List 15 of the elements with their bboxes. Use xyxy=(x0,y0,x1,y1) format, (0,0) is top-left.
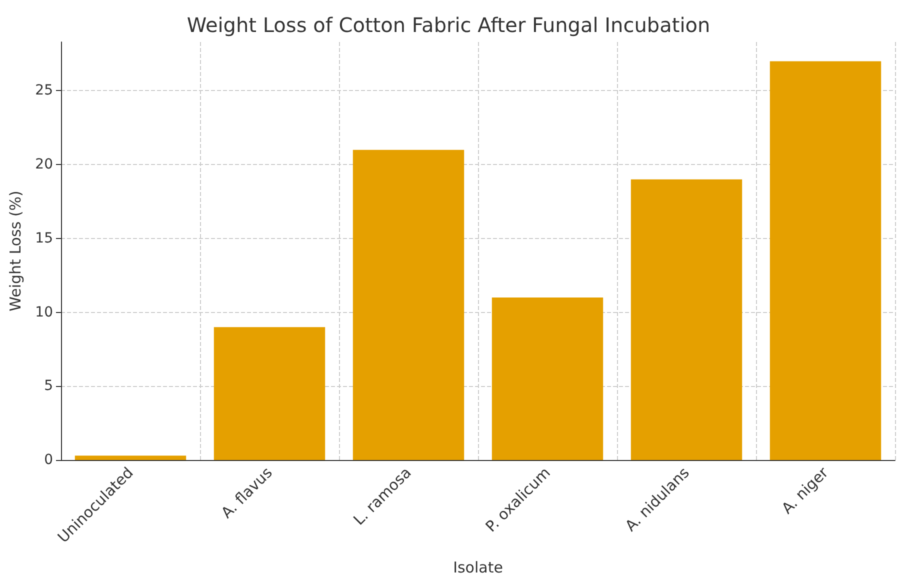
bar xyxy=(352,150,464,460)
y-tick-label: 0 xyxy=(44,452,53,468)
x-axis-title: Isolate xyxy=(453,558,503,576)
y-tick-label: 15 xyxy=(35,230,53,246)
y-tick-label: 20 xyxy=(35,156,53,173)
y-axis-title: Weight Loss (%) xyxy=(6,190,24,312)
y-tick-label: 10 xyxy=(35,304,53,320)
bar xyxy=(214,327,326,460)
bar xyxy=(492,298,604,460)
bar xyxy=(770,61,882,460)
y-tick-label: 5 xyxy=(44,378,53,394)
y-tick-label: 25 xyxy=(35,82,53,99)
bar xyxy=(74,456,186,460)
chart-title: Weight Loss of Cotton Fabric After Fungal Incubation xyxy=(186,13,710,37)
bar xyxy=(630,179,742,460)
